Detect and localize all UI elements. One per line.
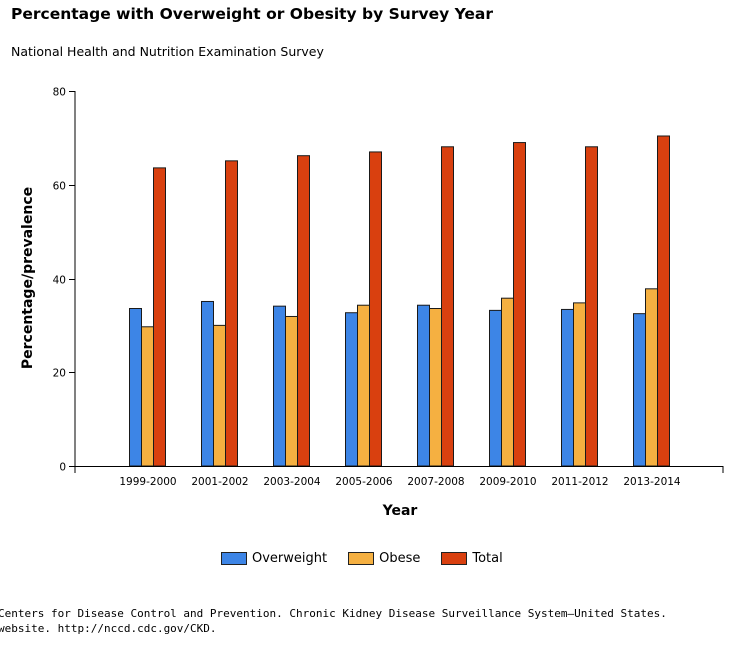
bar-obese-2009-2010 — [501, 297, 514, 467]
legend-item-total: Total — [441, 551, 503, 566]
legend-item-obese: Obese — [348, 551, 420, 566]
bar-total-2001-2002 — [225, 160, 238, 467]
y-tick-label: 40 — [53, 275, 66, 287]
x-tick-label: 2013-2014 — [623, 476, 681, 488]
bar-overweight-2001-2002 — [201, 300, 214, 467]
x-tick-label: 2009-2010 — [479, 476, 536, 488]
source-citation: Centers for Disease Control and Preventi… — [0, 606, 667, 636]
bar-overweight-2005-2006 — [345, 312, 358, 467]
chart-title: Percentage with Overweight or Obesity by… — [11, 5, 494, 23]
y-tick-label: 20 — [53, 368, 66, 380]
x-tick-label: 1999-2000 — [119, 476, 176, 488]
y-tick-label: 60 — [53, 181, 66, 193]
bar-overweight-2013-2014 — [633, 313, 646, 467]
bar-obese-2005-2006 — [357, 304, 370, 467]
legend-item-overweight: Overweight — [221, 551, 327, 566]
bar-overweight-2011-2012 — [561, 308, 574, 467]
bar-total-2005-2006 — [369, 151, 382, 467]
bar-overweight-2007-2008 — [417, 304, 430, 467]
x-axis-title: Year — [382, 503, 418, 519]
bar-obese-2003-2004 — [285, 315, 298, 467]
x-tick-label: 2001-2002 — [191, 476, 248, 488]
bar-overweight-1999-2000 — [129, 308, 142, 467]
y-tick-label: 80 — [53, 87, 66, 99]
x-tick-label: 2007-2008 — [407, 476, 464, 488]
bar-total-2007-2008 — [441, 146, 454, 467]
chart-subtitle: National Health and Nutrition Examinatio… — [11, 44, 324, 59]
bar-total-2011-2012 — [585, 146, 598, 467]
x-tick-label: 2005-2006 — [335, 476, 393, 488]
bar-overweight-2009-2010 — [489, 309, 502, 467]
x-tick-label: 2011-2012 — [551, 476, 608, 488]
bar-obese-1999-2000 — [141, 326, 154, 467]
legend-swatch — [348, 552, 375, 565]
source-line-2: website. http://nccd.cdc.gov/CKD. — [0, 622, 217, 635]
legend-label: Obese — [379, 551, 421, 566]
source-line-1: Centers for Disease Control and Preventi… — [0, 607, 667, 620]
bar-obese-2011-2012 — [573, 302, 586, 467]
bar-obese-2013-2014 — [645, 288, 658, 467]
chart-legend: Overweight Obese Total — [221, 551, 524, 566]
bar-total-1999-2000 — [153, 167, 166, 467]
y-axis-title: Percentage/prevalence — [20, 187, 36, 369]
bar-obese-2007-2008 — [429, 308, 442, 467]
bar-total-2003-2004 — [297, 155, 310, 467]
legend-label: Overweight — [252, 551, 328, 566]
legend-swatch — [441, 552, 468, 565]
legend-label: Total — [472, 551, 503, 566]
bar-overweight-2003-2004 — [273, 305, 286, 467]
bar-total-2013-2014 — [657, 135, 670, 467]
legend-swatch — [221, 552, 247, 565]
bar-obese-2001-2002 — [213, 324, 226, 467]
bar-total-2009-2010 — [513, 142, 526, 467]
y-tick-label: 0 — [59, 462, 66, 474]
x-tick-label: 2003-2004 — [263, 476, 321, 488]
